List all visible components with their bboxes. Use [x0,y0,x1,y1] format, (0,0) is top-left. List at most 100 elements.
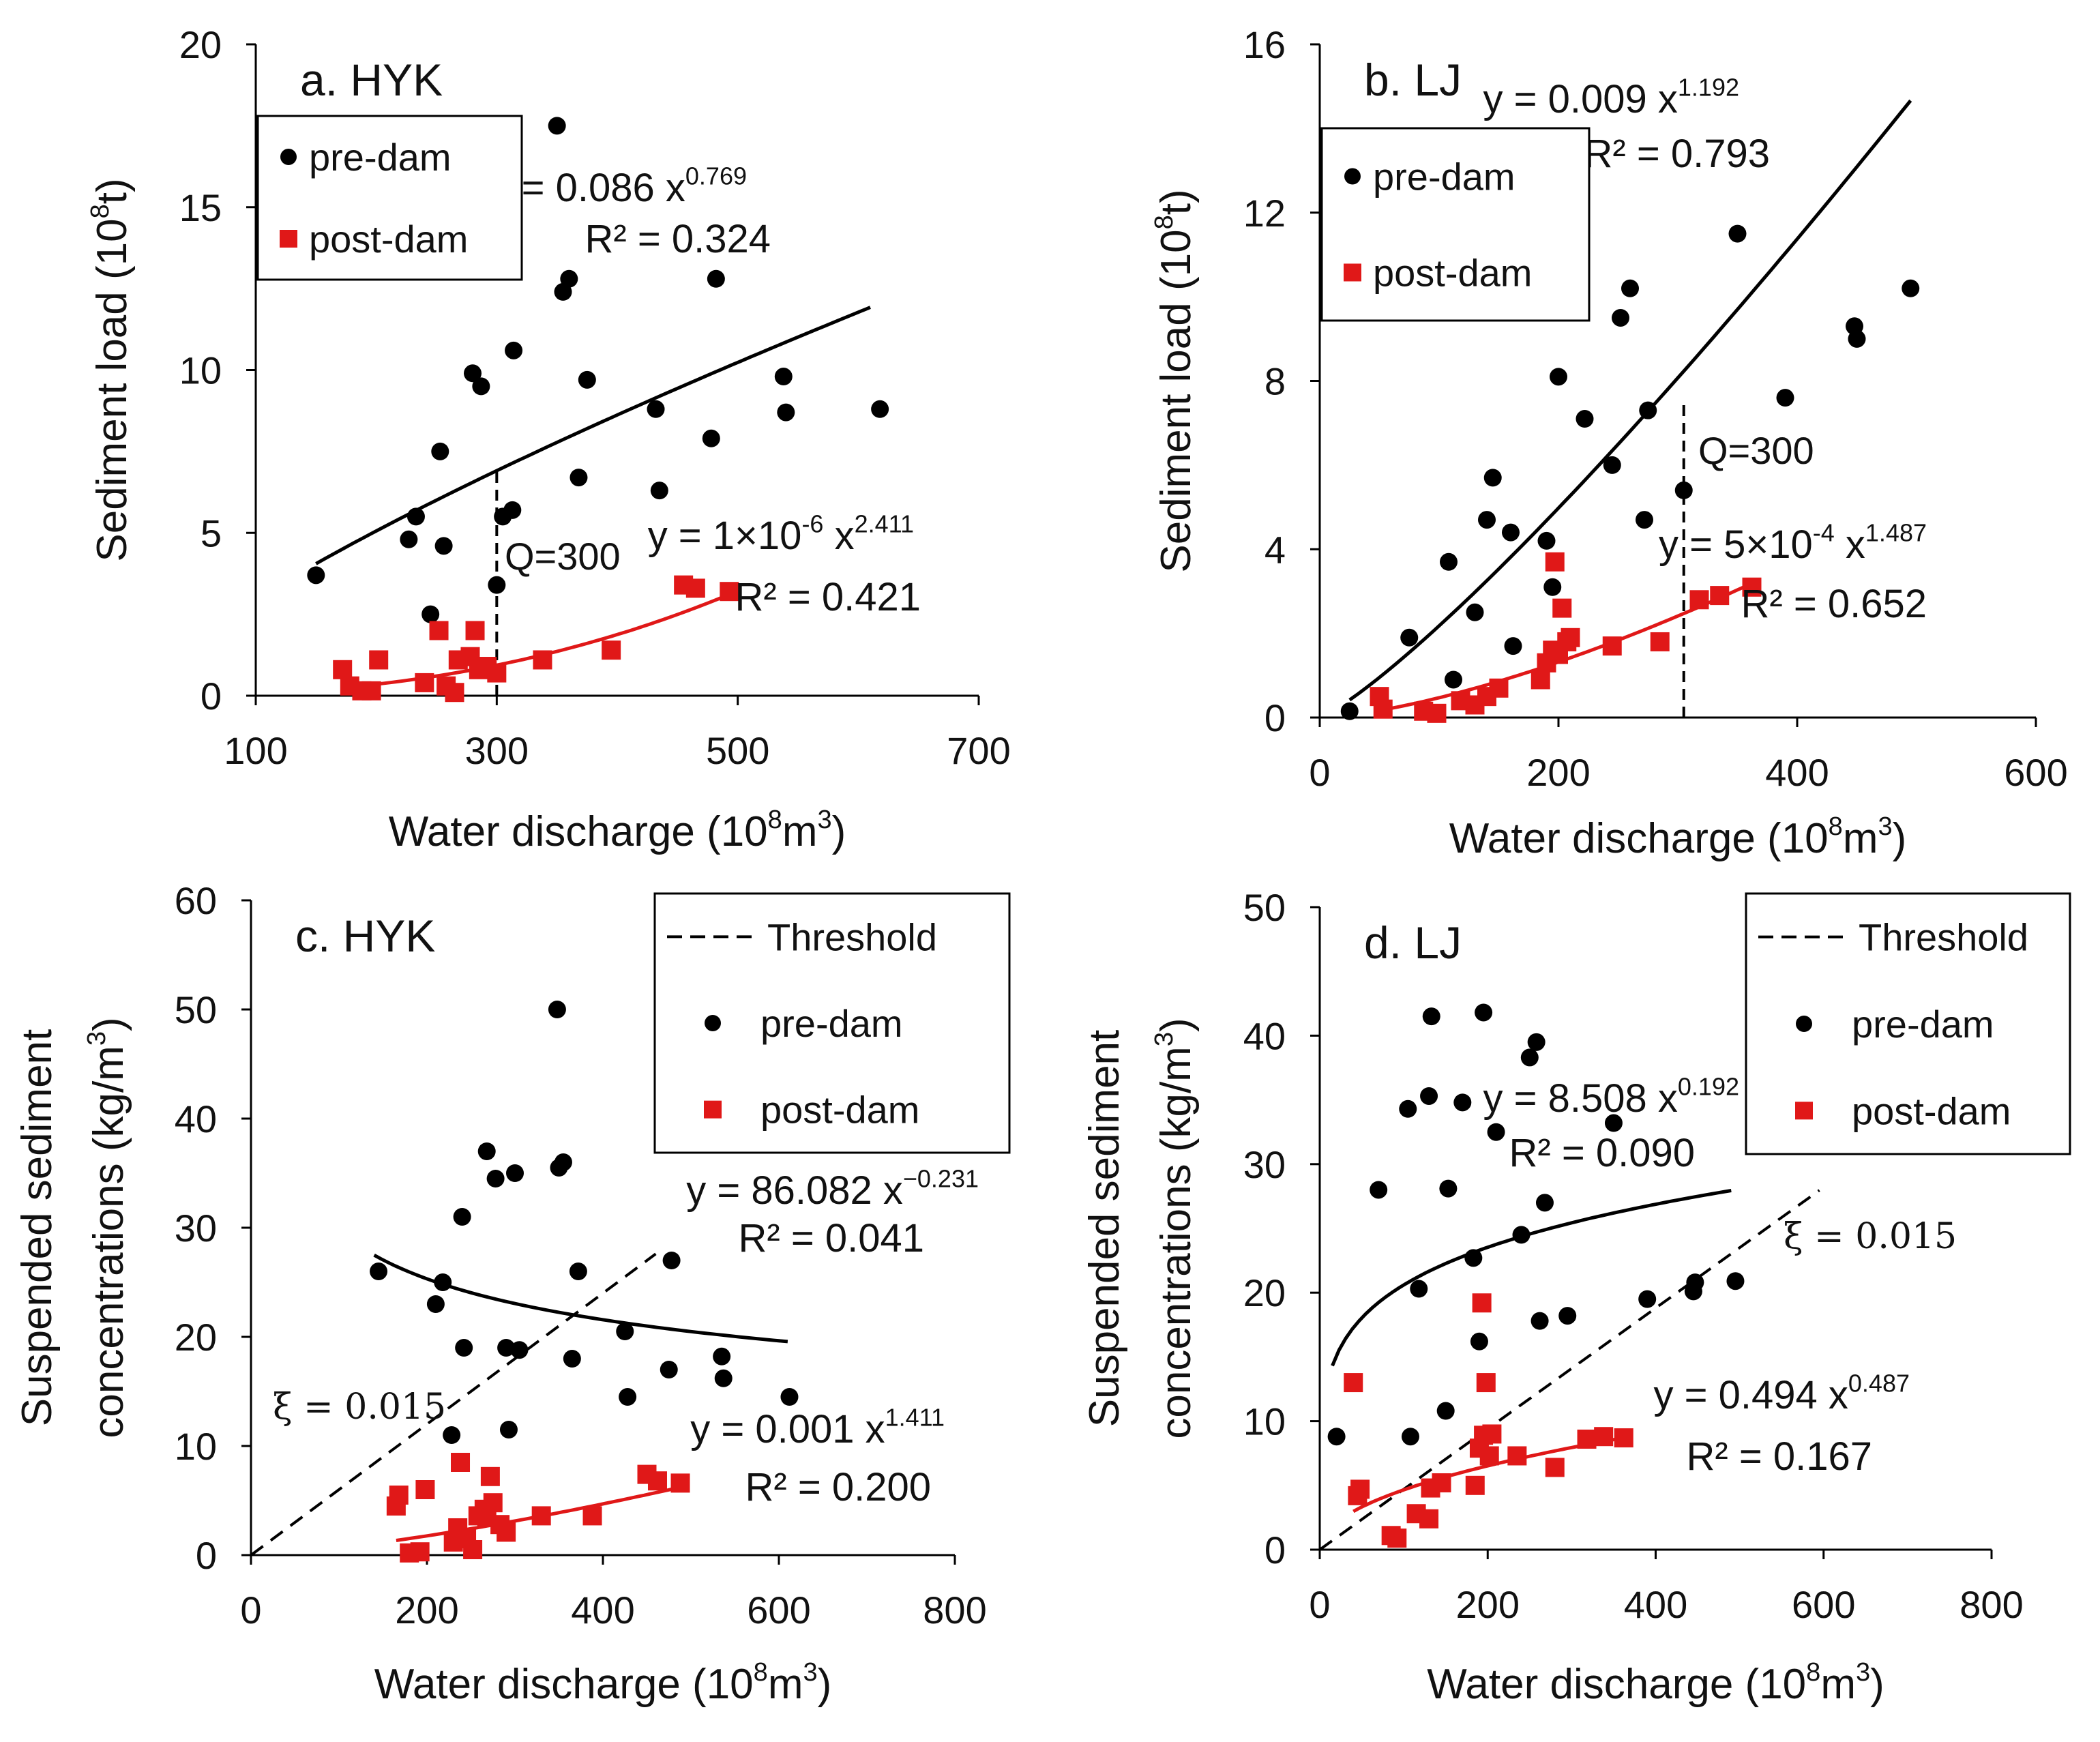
pre-dam-point [477,1142,496,1160]
post-dam-point [480,1466,500,1486]
post-dam-r2: R² = 0.421 [735,575,921,619]
x-tick-label: 400 [571,1589,634,1632]
post-dam-point [1552,598,1572,618]
x-axis-label-part-2: m [768,1661,803,1708]
pre-dam-point [1728,224,1747,243]
y-tick-label: 10 [1243,1400,1286,1443]
pre-dam-point [1340,702,1359,720]
x-tick-label: 0 [240,1589,261,1632]
post-dam-point [1602,636,1622,656]
pre-dam-r2: R² = 0.041 [739,1216,924,1260]
q300-label: Q=300 [505,535,621,578]
x-tick-label: 600 [747,1589,810,1632]
post-dam-point [1344,1373,1363,1393]
pre-dam-point [548,1001,566,1018]
y-tick-label: 5 [201,512,222,555]
y-axis-label-line2: concentrations (kg/m3) [1150,1018,1200,1438]
post-dam-point [1742,577,1762,597]
post-dam-point [361,681,381,700]
post-dam-r2: R² = 0.200 [745,1465,931,1509]
post-dam-r2: R² = 0.652 [1741,582,1927,626]
pre-dam-point [1483,469,1502,487]
panel-title: c. HYK [295,911,435,961]
post-dam-equation: y = 0.001 x1.411 [690,1404,945,1451]
pre-dam-point [400,530,418,548]
legend-post-dam-swatch [1795,1102,1813,1120]
legend-item-pre-dam: pre-dam [1344,156,1515,198]
pre-dam-point [1453,1093,1472,1112]
pre-dam-point [1401,1428,1419,1446]
pre-dam-point [871,400,889,418]
legend-pre-dam-swatch [705,1015,721,1031]
y-tick-label: 30 [175,1207,217,1250]
legend-item-post-dam: post-dam [280,218,468,261]
pre-dam-point [650,482,668,500]
post-dam-equation-part-0: y = 0.494 x [1654,1373,1848,1417]
post-dam-point [1614,1428,1633,1448]
post-dam-point [670,1473,690,1493]
post-dam-point [1561,628,1580,647]
pre-dam-point [1370,1181,1388,1199]
pre-dam-point [1621,279,1639,297]
post-dam-point [1479,1446,1499,1466]
post-dam-equation-part-2: x [823,514,854,558]
pre-dam-point [774,368,793,386]
post-dam-point [451,1453,471,1472]
x-tick-label: 0 [1309,1583,1330,1626]
post-dam-point [1350,1479,1370,1499]
pre-dam-point [1776,389,1794,407]
pre-dam-point [497,1339,516,1357]
post-dam-point [1427,703,1447,723]
x-axis-label-part-1: 8 [1806,1658,1820,1687]
y-axis-label-part-1: 8 [86,204,115,218]
y-axis-label-line2-part-1: 3 [1150,1032,1179,1046]
y-axis-label-line2-part-2: ) [85,1017,132,1031]
x-tick-label: 200 [1526,751,1590,794]
panel-title: d. LJ [1364,917,1462,968]
pre-dam-equation-part-0: y = 8.508 x [1483,1076,1678,1121]
x-tick-label: 800 [923,1589,986,1632]
post-dam-point [429,621,449,640]
legend-label: pre-dam [1852,1003,1994,1046]
legend-item-pre-dam: pre-dam [280,136,452,179]
x-axis-label: Water discharge (108m3) [389,806,846,855]
pre-dam-point [434,537,453,555]
x-axis-label-part-4: ) [1893,815,1907,862]
panel-b: 0 4 8 12 16 0 200 400 600 b. LJ Water discharge (1… [1150,23,2068,862]
x-tick-label: 400 [1624,1583,1687,1626]
panel-d: 0 10 20 30 40 50 0 200 400 600 800 d. LJ Water disch… [1081,886,2071,1708]
pre-dam-point [1464,1249,1483,1267]
x-axis-label-part-1: 8 [754,1658,768,1687]
post-dam-equation: y = 5×10-4 x1.487 [1659,519,1927,567]
post-dam-point [483,1493,503,1513]
pre-dam-point [1487,1123,1505,1141]
x-axis-label: Water discharge (108m3) [1427,1658,1884,1708]
pre-dam-point [1639,401,1657,419]
post-dam-point [333,660,353,679]
y-tick-label: 0 [1265,1529,1286,1571]
y-axis-label-line2-part-1: 3 [83,1031,111,1046]
pre-dam-point [1399,1099,1417,1118]
pre-dam-r2: R² = 0.090 [1509,1131,1695,1175]
threshold-line [250,1252,657,1556]
legend-post-dam-swatch [704,1100,722,1119]
series-post-dam: y = 0.494 x0.487 R² = 0.167 [1344,1293,1910,1548]
x-axis-label-part-3: 3 [817,806,831,834]
y-tick-label: 50 [1243,886,1286,929]
y-axis-label-line2: concentrations (kg/m3) [83,1017,132,1438]
x-axis-label-part-3: 3 [803,1658,817,1687]
pre-dam-point [453,1208,471,1226]
legend-label: post-dam [1373,252,1532,295]
post-dam-point [369,650,389,670]
pre-dam-point [1550,368,1567,386]
legend-item-post-dam: post-dam [1344,252,1532,295]
y-axis-label: Sediment load (108t) [1150,189,1200,572]
pre-dam-point [1535,1194,1554,1212]
x-axis-label-part-1: 8 [1829,812,1843,841]
post-dam-point [1507,1446,1527,1466]
post-dam-equation: y = 1×10-6 x2.411 [648,510,914,558]
post-dam-point [582,1506,602,1526]
x-axis-label-part-0: Water discharge (10 [374,1661,754,1708]
x-tick-label: 200 [395,1589,458,1632]
